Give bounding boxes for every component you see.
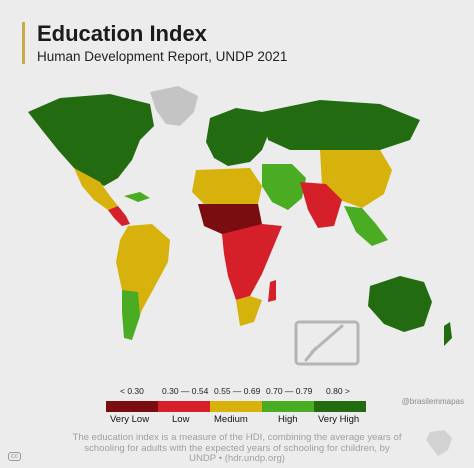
pencil-hand-icon — [294, 320, 360, 366]
legend-swatch — [314, 401, 366, 412]
legend-swatch — [106, 401, 158, 412]
legend-range: 0.70 — 0.79 — [266, 386, 313, 396]
page-title: Education Index — [37, 21, 207, 46]
region-central-america — [108, 206, 130, 226]
legend-label: Very Low — [110, 414, 150, 425]
title-block: Education Index Human Development Report… — [22, 22, 287, 64]
brazil-outline-icon — [426, 430, 452, 456]
world-map — [28, 86, 452, 366]
footnote: The education index is a measure of the … — [72, 432, 402, 464]
region-south-asia — [300, 182, 342, 228]
credit: @brasilemmapas — [401, 397, 464, 406]
legend-color-bar — [106, 401, 366, 412]
region-north-america — [28, 94, 154, 186]
legend-range: 0.55 — 0.69 — [214, 386, 261, 396]
region-east-asia — [320, 150, 392, 208]
legend-swatch — [158, 401, 210, 412]
region-new-zealand — [444, 322, 452, 346]
legend-range: 0.30 — 0.54 — [162, 386, 209, 396]
legend-swatch — [210, 401, 262, 412]
region-caribbean — [124, 192, 150, 202]
legend: < 0.30 0.30 — 0.54 0.55 — 0.69 0.70 — 0.… — [106, 386, 366, 428]
legend-label: Medium — [214, 414, 248, 425]
legend-ranges: < 0.30 0.30 — 0.54 0.55 — 0.69 0.70 — 0.… — [106, 386, 366, 398]
legend-range: 0.80 > — [326, 386, 350, 396]
region-north-africa — [192, 168, 262, 208]
legend-label: Low — [172, 414, 190, 425]
region-mexico — [74, 168, 118, 210]
region-russia — [262, 100, 420, 150]
legend-labels: Very Low Low Medium High Very High — [106, 414, 366, 428]
legend-range: < 0.30 — [120, 386, 144, 396]
legend-label: High — [278, 414, 298, 425]
region-australia — [368, 276, 432, 332]
creative-commons-icon: cc — [8, 452, 21, 461]
region-madagascar — [268, 280, 276, 302]
region-central-africa — [222, 224, 282, 300]
legend-label: Very High — [318, 414, 360, 425]
legend-swatch — [262, 401, 314, 412]
region-southern-cone — [122, 290, 140, 340]
region-europe — [206, 108, 270, 166]
region-southern-africa — [236, 296, 262, 326]
region-middle-east — [262, 164, 306, 210]
region-southeast-asia — [344, 206, 388, 246]
page-subtitle: Human Development Report, UNDP 2021 — [37, 49, 288, 64]
region-greenland — [150, 86, 198, 126]
